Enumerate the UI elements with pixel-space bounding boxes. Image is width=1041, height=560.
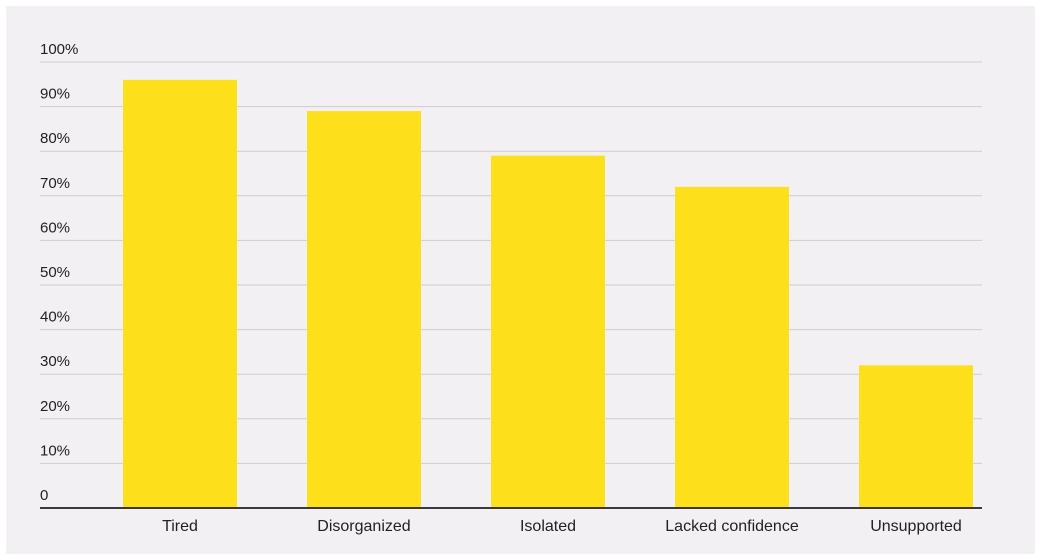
- bar-isolated: [491, 155, 605, 508]
- y-tick-label: 80%: [40, 130, 70, 147]
- y-tick-label: 0: [40, 487, 48, 504]
- y-tick-label: 50%: [40, 264, 70, 281]
- x-category-label: Unsupported: [870, 518, 962, 535]
- y-tick-label: 70%: [40, 175, 70, 192]
- y-tick-label: 30%: [40, 353, 70, 370]
- x-category-label: Disorganized: [317, 518, 410, 535]
- y-tick-label: 20%: [40, 398, 70, 415]
- bar-lacked-confidence: [675, 186, 789, 508]
- bar-unsupported: [859, 365, 973, 508]
- y-tick-label: 90%: [40, 86, 70, 103]
- x-category-label: Tired: [162, 518, 198, 535]
- y-tick-label: 10%: [40, 442, 70, 459]
- x-category-label: Lacked confidence: [665, 518, 799, 535]
- y-tick-label: 40%: [40, 309, 70, 326]
- y-tick-label: 60%: [40, 219, 70, 236]
- x-category-label: Isolated: [520, 518, 576, 535]
- bar-disorganized: [307, 111, 421, 508]
- y-tick-label: 100%: [40, 41, 78, 58]
- bar-tired: [123, 79, 237, 508]
